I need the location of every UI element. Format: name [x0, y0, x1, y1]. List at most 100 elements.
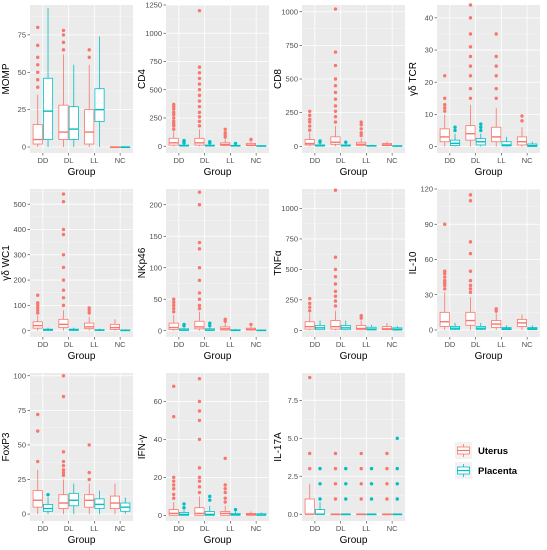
outlier-point: [359, 123, 363, 127]
y-tick-label: 30: [425, 290, 433, 299]
panel-cd4: 0 250 500 750 1000 1250 DD DL LL NC Group CD4: [137, 1, 269, 178]
box-body: [330, 136, 341, 145]
x-axis-title: Group: [204, 535, 232, 546]
outlier-point: [395, 482, 399, 486]
box-ll-placenta: [366, 324, 377, 331]
outlier-point: [468, 278, 473, 283]
outlier-point: [197, 409, 202, 413]
outlier-point: [172, 492, 176, 497]
box-dl-placenta: [340, 140, 351, 147]
outlier-point: [369, 482, 374, 486]
outlier-point: [197, 203, 202, 207]
y-tick-label: 20: [425, 78, 433, 87]
outlier-point: [443, 281, 447, 285]
outlier-point: [369, 466, 374, 471]
outlier-point: [359, 316, 363, 320]
y-tick-label: 1000: [281, 204, 298, 213]
x-tick-label-dl: DL: [64, 524, 74, 533]
outlier-point: [395, 436, 399, 440]
box-dl-placenta: [204, 321, 215, 331]
outlier-point: [468, 64, 473, 68]
box-ll-placenta: [366, 466, 377, 516]
outlier-point: [333, 97, 338, 101]
series-placenta: [449, 122, 538, 147]
outlier-point: [308, 375, 312, 380]
y-tick-label: 30: [425, 46, 433, 55]
outlier-point: [197, 8, 202, 13]
x-tick-label-dl: DL: [200, 340, 210, 349]
panel-background: [166, 5, 269, 153]
y-tick-label: 50: [18, 68, 26, 77]
y-tick-label: 750: [285, 235, 298, 244]
box-ll-placenta: [230, 507, 241, 516]
outlier-point: [197, 76, 202, 81]
box-dl-uterus: [465, 3, 476, 147]
outlier-point: [333, 267, 338, 272]
outlier-point: [333, 77, 338, 81]
outlier-point: [359, 466, 363, 471]
y-axis-title: γδ WC1: [1, 245, 12, 281]
outlier-point: [308, 301, 312, 306]
legend-item-uterus: Uterus: [455, 442, 508, 459]
outlier-point: [468, 45, 473, 49]
outlier-point: [87, 306, 91, 310]
box-body: [204, 511, 215, 516]
panel-ifn: 0 20 40 60 DD DL LL NC Group IFN-γ: [137, 373, 269, 546]
x-tick-label-nc: NC: [387, 156, 398, 165]
outlier-point: [197, 71, 202, 75]
box-body: [439, 311, 450, 327]
outlier-point: [249, 137, 253, 142]
box-dd-placenta: [42, 7, 54, 148]
panel-nkp46: 0 50 100 150 200 DD DL LL NC Group NKp46: [137, 189, 269, 362]
box-nc-placenta: [392, 145, 403, 147]
outlier-point: [249, 322, 253, 327]
box-body: [194, 320, 205, 330]
outlier-point: [61, 265, 66, 270]
outlier-point: [197, 240, 202, 245]
x-tick-label-dl: DL: [200, 524, 210, 533]
outlier-point: [223, 130, 227, 135]
outlier-point: [61, 296, 66, 300]
legend-key-uterus: [455, 442, 472, 459]
x-tick-label-ll: LL: [362, 156, 370, 165]
box-nc-uterus: [109, 319, 121, 331]
panel-il-17a: 0.0 2.5 5.0 7.5 DD DL LL NC Group IL-17A: [273, 373, 405, 546]
box-dd-placenta: [314, 139, 326, 147]
outlier-point: [494, 307, 498, 311]
outlier-point: [494, 96, 498, 101]
box-nc-uterus: [381, 322, 393, 331]
y-tick-label: 300: [13, 250, 26, 259]
box-ll-uterus: [491, 307, 502, 330]
x-tick-label-nc: NC: [251, 156, 262, 165]
box-dl-placenta: [68, 64, 79, 148]
box-dd-placenta: [449, 322, 461, 330]
outlier-point: [494, 54, 498, 59]
outlier-point: [333, 90, 338, 95]
outlier-point: [36, 301, 40, 305]
outlier-point: [468, 74, 473, 78]
outlier-point: [333, 84, 338, 88]
outlier-point: [223, 496, 227, 500]
x-tick-label-dd: DD: [173, 524, 184, 533]
legend-label-uterus: Uterus: [478, 446, 508, 457]
y-tick-label: 40: [425, 13, 433, 22]
outlier-point: [453, 125, 457, 129]
outlier-point: [479, 125, 483, 129]
outlier-point: [494, 86, 498, 91]
x-axis-title: Group: [204, 351, 232, 362]
outlier-point: [443, 278, 447, 283]
box-dd-uterus: [304, 296, 315, 331]
y-tick-label: 5.0: [288, 434, 298, 443]
box-nc-placenta: [527, 325, 538, 331]
y-axis-title: NKp46: [137, 247, 148, 278]
outlier-point: [333, 188, 338, 192]
outlier-point: [36, 311, 40, 315]
box-dd-uterus: [304, 109, 315, 147]
x-tick-label-nc: NC: [522, 340, 533, 349]
outlier-point: [443, 271, 447, 276]
series-placenta: [178, 321, 267, 332]
outlier-point: [308, 305, 312, 309]
outlier-point: [182, 138, 186, 143]
outlier-point: [208, 498, 212, 502]
outlier-point: [344, 482, 348, 486]
